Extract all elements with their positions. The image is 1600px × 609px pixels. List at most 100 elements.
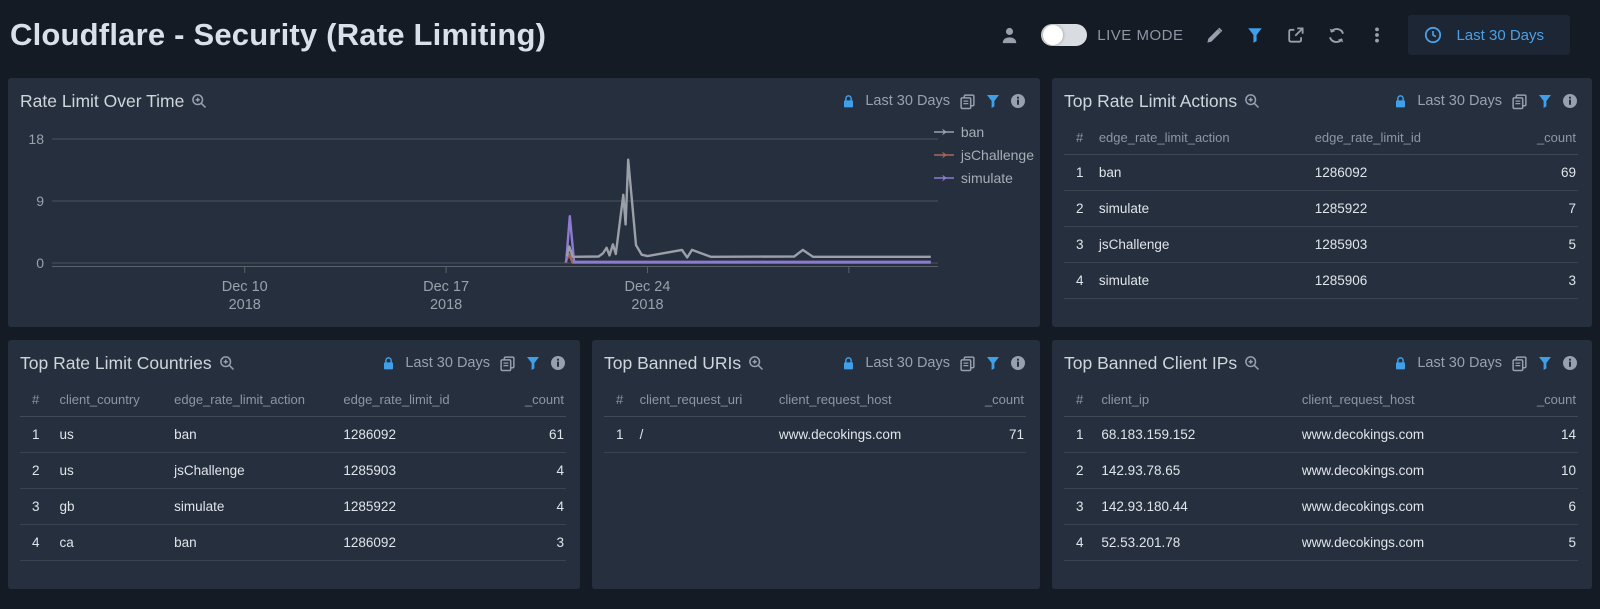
column-header[interactable]: client_request_host (1297, 386, 1489, 417)
column-header[interactable]: client_country (55, 386, 171, 417)
column-header[interactable]: # (20, 386, 56, 417)
refresh-button[interactable] (1327, 26, 1346, 45)
column-header[interactable]: edge_rate_limit_id (1310, 124, 1496, 155)
rate-limit-chart-area: 0 9 18 Dec 10 2018 Dec 17 2018 Dec 24 2018 ban js… (8, 120, 1040, 323)
table-row: 4 simulate 1285906 3 (1064, 262, 1578, 299)
column-header[interactable]: _count (1495, 124, 1578, 155)
panel-info-button[interactable] (1010, 93, 1026, 109)
legend-item-jsChallenge[interactable]: jsChallenge (933, 147, 1034, 163)
live-mode-toggle[interactable] (1041, 24, 1088, 46)
legend-item-simulate[interactable]: simulate (933, 170, 1013, 186)
panel-filter-button[interactable] (985, 355, 1001, 371)
legend-item-ban[interactable]: ban (933, 124, 984, 140)
panel-filter-button[interactable] (985, 93, 1001, 109)
table-cell: / (635, 416, 775, 453)
table-cell: 1285906 (1310, 262, 1496, 299)
column-header[interactable]: # (604, 386, 636, 417)
table-cell: 3 (1495, 262, 1578, 299)
table-cell: 1285922 (339, 488, 493, 525)
table-cell: simulate (1094, 190, 1311, 227)
x-axis-label-year: 2018 (631, 297, 663, 313)
filter-icon (1248, 28, 1263, 43)
table-cell: 1 (604, 416, 636, 453)
panel-time-range: Last 30 Days (1417, 355, 1502, 371)
copy-panel-button[interactable] (1511, 93, 1528, 110)
table-row: 1/www.decokings.com 71 (604, 416, 1026, 453)
copy-panel-button[interactable] (499, 355, 516, 372)
copy-icon (500, 355, 515, 371)
user-button[interactable] (1000, 26, 1019, 45)
panel-info-button[interactable] (1562, 355, 1578, 371)
copy-panel-button[interactable] (1511, 355, 1528, 372)
panel-time-range: Last 30 Days (1417, 93, 1502, 109)
table-cell: 4 (1064, 262, 1095, 299)
banned-client-ips-table: # client_ip client_request_host _count 1 68.1… (1064, 386, 1578, 561)
column-header[interactable]: _count (1488, 386, 1578, 417)
panel-time-range: Last 30 Days (865, 93, 950, 109)
column-header[interactable]: # (1064, 124, 1095, 155)
panel-zoom-button[interactable] (748, 355, 764, 371)
column-header[interactable]: client_ip (1097, 386, 1298, 417)
panel-zoom-button[interactable] (1244, 93, 1260, 109)
legend-marker-icon (933, 174, 954, 182)
table-row: 3 142.93.180.44 www.decokings.com 6 (1064, 488, 1578, 525)
info-icon (1011, 356, 1025, 370)
table-cell: 3 (1064, 488, 1098, 525)
table-row: 4 ca ban 1286092 3 (20, 524, 566, 561)
x-axis-label: Dec 24 (624, 279, 670, 295)
table-cell: ban (1094, 154, 1311, 191)
copy-icon (1512, 355, 1527, 371)
more-options-button[interactable] (1368, 26, 1386, 44)
filter-icon (987, 95, 999, 108)
table-cell: 1285922 (1310, 190, 1496, 227)
y-axis-label: 18 (28, 131, 44, 147)
panel-info-button[interactable] (1562, 93, 1578, 109)
live-mode-label: LIVE MODE (1097, 26, 1184, 44)
column-header[interactable]: # (1064, 386, 1098, 417)
legend-label: simulate (960, 170, 1013, 186)
copy-icon (960, 355, 975, 371)
copy-panel-button[interactable] (959, 93, 976, 110)
table-cell: 4 (492, 488, 566, 525)
table-cell: 71 (947, 416, 1026, 453)
edit-button[interactable] (1205, 26, 1224, 45)
panel-filter-button[interactable] (525, 355, 541, 371)
column-header[interactable]: edge_rate_limit_id (339, 386, 493, 417)
panel-zoom-button[interactable] (1244, 355, 1260, 371)
table-cell: 142.93.180.44 (1097, 488, 1298, 525)
table-row: 1 68.183.159.152 www.decokings.com 14 (1064, 416, 1578, 453)
column-header[interactable]: edge_rate_limit_action (170, 386, 340, 417)
panel-filter-button[interactable] (1537, 93, 1553, 109)
chart-legend: ban jsChallenge simulate (933, 124, 1034, 186)
panel-filter-button[interactable] (1537, 355, 1553, 371)
share-button[interactable] (1286, 26, 1305, 45)
column-header[interactable]: _count (492, 386, 566, 417)
column-header[interactable]: _count (947, 386, 1026, 417)
toggle-knob (1043, 25, 1064, 45)
kebab-menu-icon (1375, 27, 1380, 43)
panel-info-button[interactable] (1010, 355, 1026, 371)
table-header-row: # client_ip client_request_host _count (1064, 386, 1578, 417)
table-cell: 1286092 (1310, 154, 1496, 191)
column-header[interactable]: client_request_host (774, 386, 948, 417)
panel-info-button[interactable] (550, 355, 566, 371)
table-cell: 2 (1064, 190, 1095, 227)
panel-title: Top Rate Limit Actions (1064, 90, 1238, 111)
table-cell: www.decokings.com (1297, 488, 1489, 525)
table-cell: ban (170, 416, 340, 453)
panel-zoom-button[interactable] (191, 93, 207, 109)
table-cell: 4 (492, 452, 566, 489)
column-header[interactable]: edge_rate_limit_action (1094, 124, 1311, 155)
filter-icon (1539, 357, 1551, 370)
panel-zoom-button[interactable] (219, 355, 235, 371)
filter-button[interactable] (1246, 26, 1264, 44)
table-cell: simulate (1094, 262, 1311, 299)
column-header[interactable]: client_request_uri (635, 386, 775, 417)
table-row: 4 52.53.201.78 www.decokings.com 5 (1064, 524, 1578, 561)
clock-icon (1425, 26, 1442, 44)
table-cell: 68.183.159.152 (1097, 416, 1298, 453)
copy-panel-button[interactable] (959, 355, 976, 372)
table-cell: 3 (20, 488, 56, 525)
time-range-button[interactable]: Last 30 Days (1408, 15, 1570, 55)
table-header-row: # client_country edge_rate_limit_action edg… (20, 386, 566, 417)
